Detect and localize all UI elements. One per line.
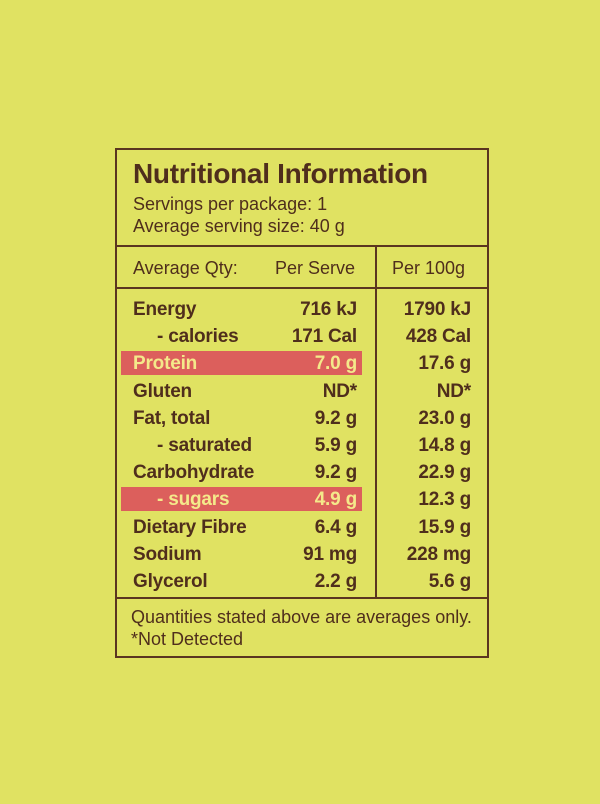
divider-header: [117, 287, 487, 289]
nutrient-row: - saturated 5.9 g 14.8 g: [117, 432, 487, 459]
serving-size: Average serving size: 40 g: [133, 216, 345, 236]
per-serve-value: 5.9 g: [314, 434, 358, 456]
nutrient-name: Protein: [133, 353, 198, 375]
footnote-not-detected: *Not Detected: [131, 629, 244, 649]
nutrient-row: Energy 716 kJ 1790 kJ: [117, 296, 487, 323]
per-100g-value: 12.3 g: [418, 489, 471, 511]
nutrient-row: Sodium 91 mg 228 mg: [117, 541, 487, 568]
per-100g-value: 22.9 g: [418, 462, 471, 484]
highlight-bar: [121, 351, 362, 376]
per-serve-value: 9.2 g: [314, 462, 358, 484]
servings-per-package: Servings per package: 1: [133, 194, 328, 214]
nutrient-name: Gluten: [133, 380, 192, 402]
nutrient-row: Glycerol 2.2 g 5.6 g: [117, 568, 487, 595]
per-serve-value: ND*: [322, 380, 357, 402]
per-serve-value: 716 kJ: [300, 299, 357, 320]
nutrient-name: Energy: [133, 299, 197, 320]
nutrient-name: - sugars: [157, 489, 230, 511]
nutrient-row: Fat, total 9.2 g 23.0 g: [117, 405, 487, 432]
divider-top: [117, 245, 487, 247]
per-serve-value: 7.0 g: [314, 353, 358, 375]
per-100g-value: 1790 kJ: [403, 299, 471, 320]
per-100g-value: 23.0 g: [418, 407, 471, 429]
nutrient-row: Carbohydrate 9.2 g 22.9 g: [117, 459, 487, 486]
per-100g-value: 428 Cal: [405, 326, 471, 348]
nutrient-row: Dietary Fibre 6.4 g 15.9 g: [117, 514, 487, 541]
per-100g-value: 17.6 g: [418, 353, 471, 375]
per-100g-value: 15.9 g: [418, 516, 471, 538]
per-serve-value: 4.9 g: [314, 489, 358, 511]
nutrient-rows: Energy 716 kJ 1790 kJ - calories 171 Cal 428 …: [117, 296, 487, 595]
per-serve-value: 9.2 g: [314, 407, 358, 429]
per-100g-value: ND*: [436, 380, 471, 402]
nutrient-name: Sodium: [133, 543, 202, 565]
nutrient-row: - calories 171 Cal 428 Cal: [117, 323, 487, 350]
nutrient-name: Carbohydrate: [133, 462, 255, 484]
header-per-100g: Per 100g: [392, 258, 466, 278]
footnote-averages: Quantities stated above are averages onl…: [131, 607, 472, 627]
per-serve-value: 91 mg: [303, 543, 357, 565]
nutrient-row: Gluten ND* ND*: [117, 378, 487, 405]
panel-title: Nutritional Information: [133, 158, 428, 189]
nutrient-name: - calories: [157, 326, 239, 348]
nutrition-panel: Nutritional Information Servings per pac…: [115, 148, 489, 658]
per-serve-value: 171 Cal: [291, 326, 357, 348]
nutrient-row: - sugars 4.9 g 12.3 g: [117, 486, 487, 513]
per-100g-value: 14.8 g: [418, 434, 471, 456]
per-100g-value: 228 mg: [406, 543, 471, 565]
per-100g-value: 5.6 g: [428, 570, 472, 592]
divider-bottom: [117, 597, 487, 599]
nutrient-name: Fat, total: [133, 407, 211, 429]
per-serve-value: 6.4 g: [314, 516, 358, 538]
highlight-bar: [121, 487, 362, 512]
per-serve-value: 2.2 g: [314, 570, 358, 592]
nutrient-row: Protein 7.0 g 17.6 g: [117, 350, 487, 377]
nutrient-name: - saturated: [157, 434, 252, 456]
column-divider: [375, 245, 377, 599]
nutrient-name: Glycerol: [133, 570, 208, 592]
header-per-serve: Per Serve: [275, 258, 356, 278]
header-average-qty: Average Qty:: [133, 258, 238, 278]
nutrient-name: Dietary Fibre: [133, 516, 247, 538]
